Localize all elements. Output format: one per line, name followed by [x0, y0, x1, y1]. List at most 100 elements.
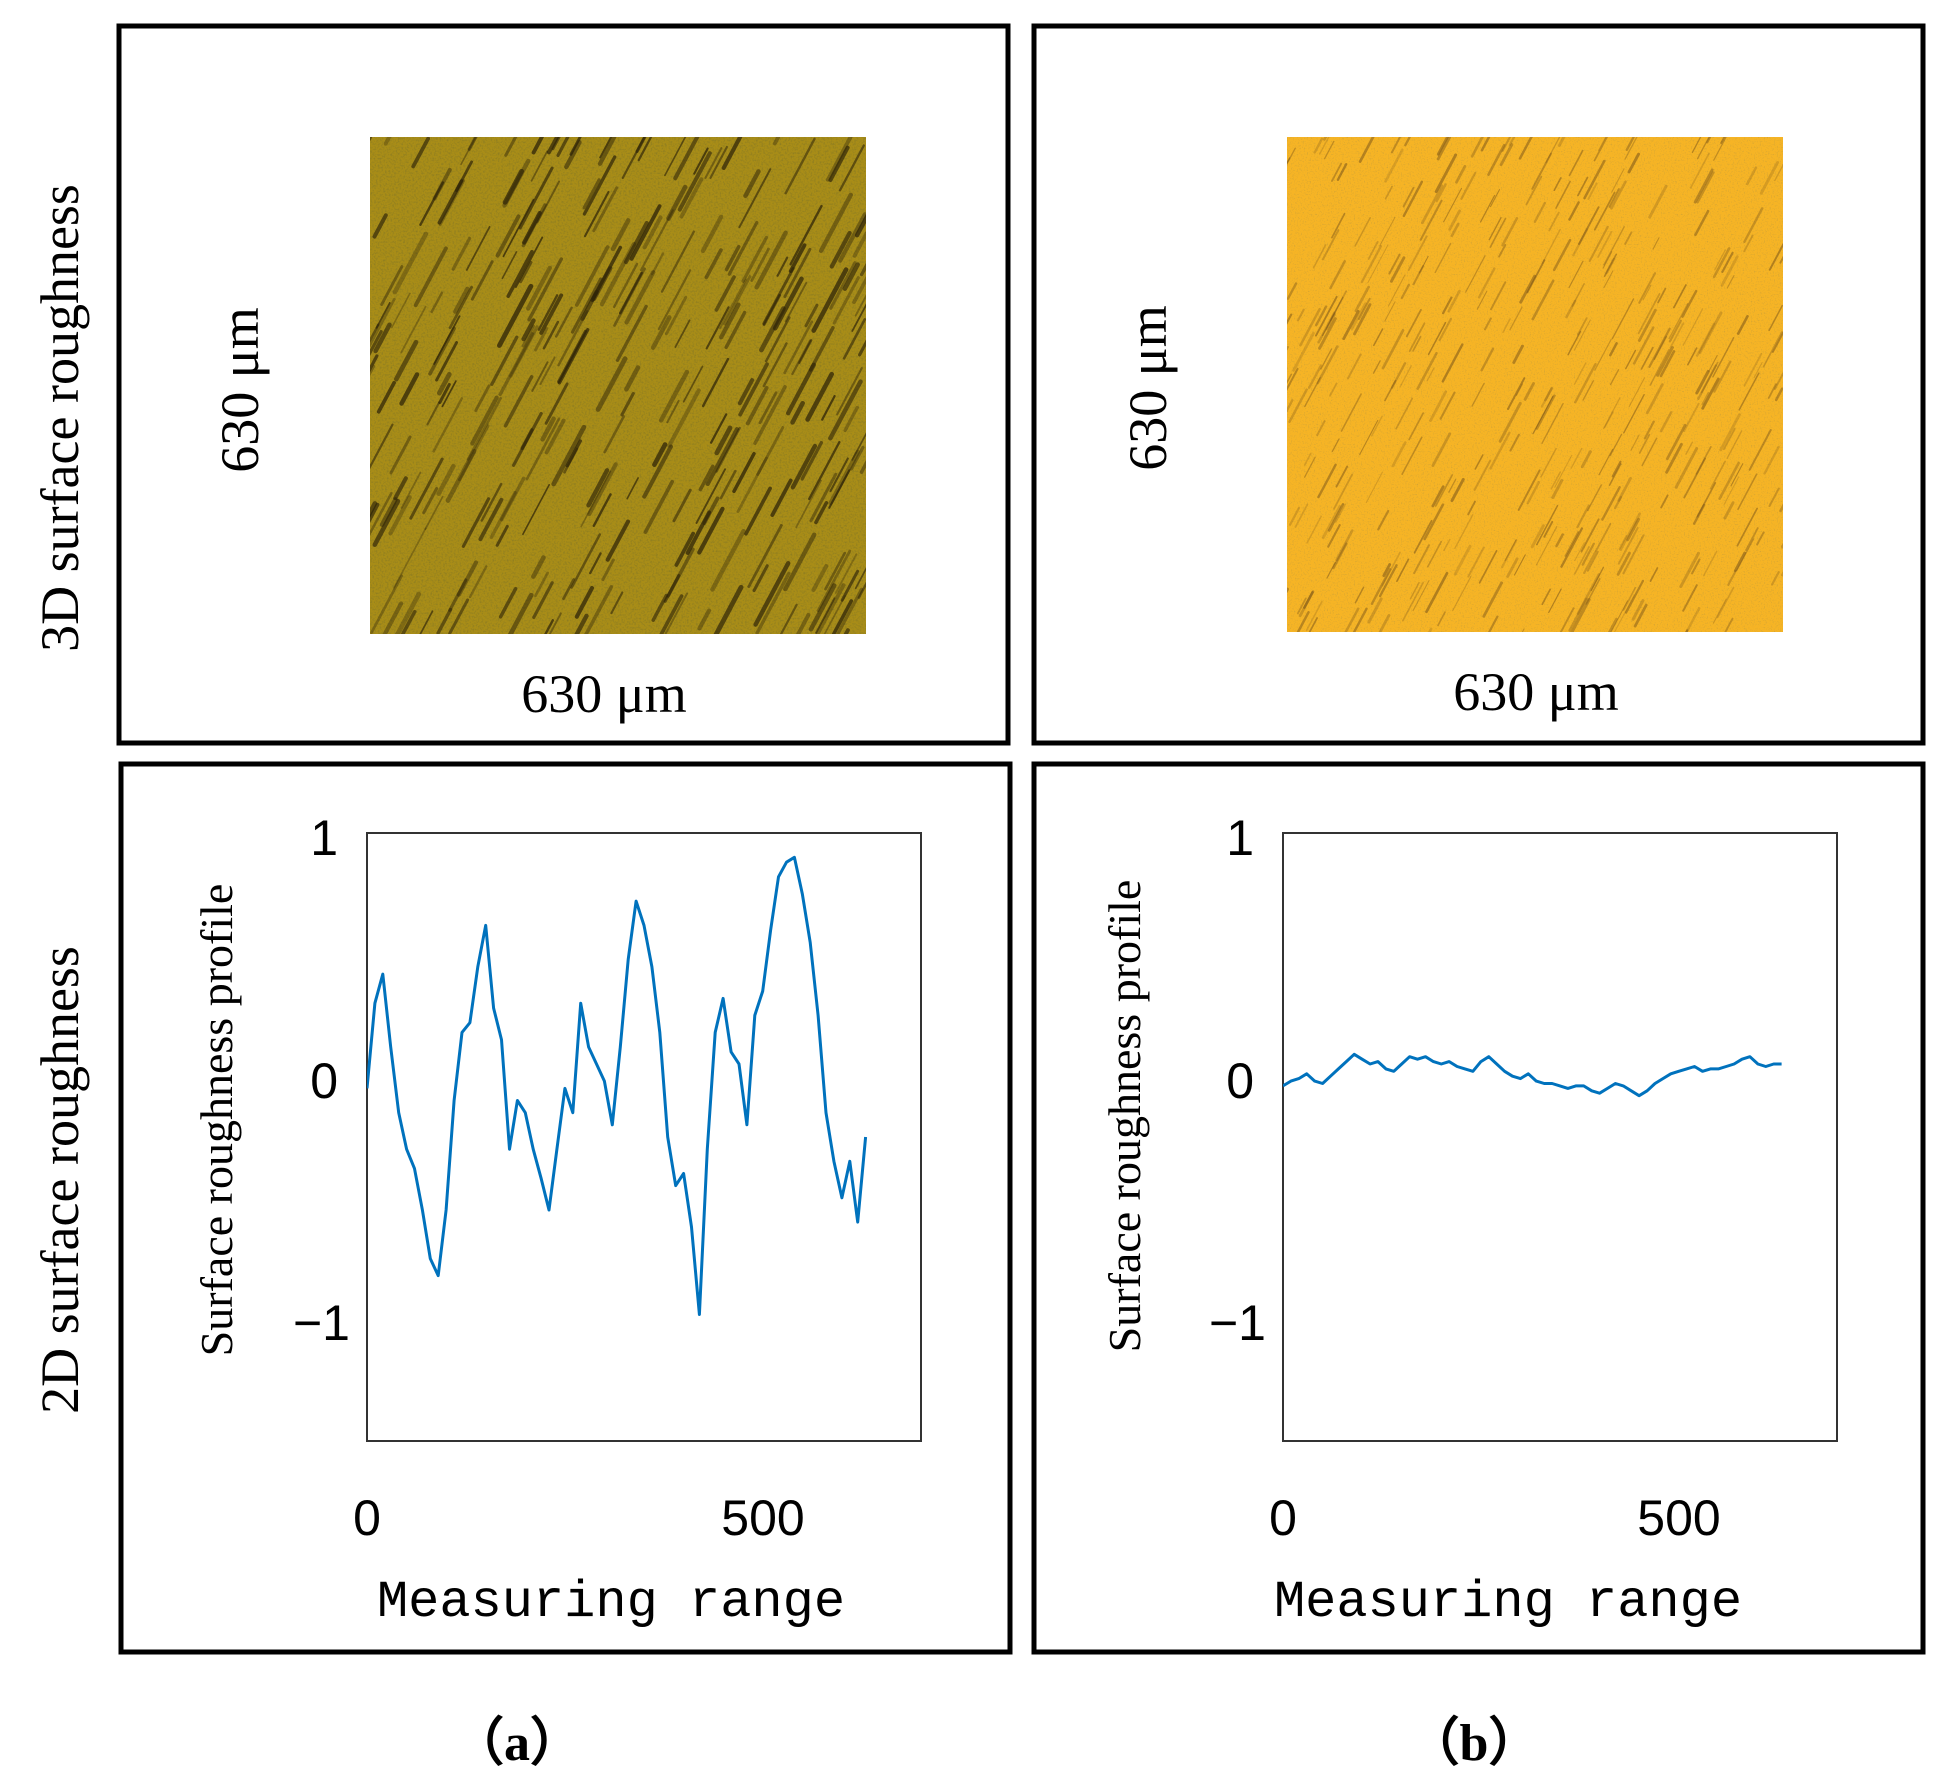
- surface-streak-b: [1421, 184, 1444, 225]
- surface-streak-b: [1583, 159, 1606, 200]
- surface-streak-b: [1296, 308, 1305, 322]
- surface-streak-b: [1716, 586, 1735, 619]
- surface-streak-b: [1526, 481, 1541, 505]
- surface-streak-b: [1370, 415, 1383, 437]
- surface-image-b: [1287, 137, 1783, 632]
- surface-streak-b: [1532, 395, 1554, 435]
- surface-streak-a: [370, 502, 380, 523]
- surface-streak-a: [536, 180, 561, 224]
- surface-streak-b: [1588, 225, 1609, 263]
- surface-streak-b: [1574, 542, 1585, 562]
- surface-streak-a: [800, 440, 824, 481]
- surface-streak-a: [428, 326, 456, 376]
- surface-b-height-label: 630 μm: [1118, 305, 1178, 470]
- surface-streak-b: [1423, 503, 1445, 541]
- surface-streak-b: [1325, 313, 1336, 331]
- surface-streak-b: [1697, 364, 1718, 400]
- surface-streak-a: [762, 267, 795, 326]
- surface-streak-b: [1577, 317, 1588, 336]
- surface-streak-b: [1384, 185, 1393, 200]
- surface-streak-b: [1320, 348, 1333, 370]
- surface-streak-b: [1730, 463, 1744, 487]
- surface-streak-b: [1482, 581, 1503, 618]
- surface-streak-a: [705, 306, 730, 350]
- surface-streak-a: [451, 236, 472, 271]
- surface-streak-a: [605, 519, 631, 562]
- surface-streak-b: [1509, 306, 1523, 331]
- surface-streak-b: [1312, 244, 1327, 269]
- surface-streak-a: [448, 285, 474, 330]
- surface-streak-a: [531, 555, 546, 579]
- surface-streak-a: [546, 137, 560, 155]
- surface-streak-a: [522, 211, 542, 245]
- surface-streak-a: [854, 567, 866, 590]
- surface-streak-a: [829, 230, 852, 269]
- surface-streak-b: [1287, 373, 1293, 385]
- surface-streak-b: [1400, 283, 1411, 300]
- surface-streak-b: [1681, 289, 1698, 318]
- surface-streak-a: [664, 592, 688, 634]
- surface-streak-b: [1436, 137, 1452, 161]
- surface-streak-a: [582, 178, 601, 210]
- surface-streak-a: [380, 265, 404, 306]
- surface-streak-a: [705, 427, 739, 487]
- surface-streak-b: [1287, 282, 1298, 300]
- surface-streak-a: [637, 137, 653, 162]
- surface-streak-b: [1427, 540, 1442, 568]
- surface-streak-b: [1780, 570, 1783, 577]
- surface-streak-a: [623, 221, 649, 265]
- surface-streak-a: [704, 248, 723, 280]
- surface-streak-b: [1454, 514, 1474, 549]
- surface-streak-a: [772, 137, 781, 146]
- surface-streak-a: [582, 155, 617, 216]
- surface-streak-b: [1450, 477, 1465, 503]
- surface-streak-b: [1712, 598, 1727, 624]
- surface-streak-b: [1292, 331, 1315, 372]
- surface-streak-a: [570, 277, 603, 334]
- surface-streak-b: [1718, 461, 1740, 500]
- surface-streak-b: [1679, 551, 1700, 589]
- surface-streak-a: [657, 269, 692, 331]
- xtick-label-a-500: 500: [721, 1490, 804, 1546]
- surface-streak-b: [1498, 244, 1507, 258]
- surface-streak-b: [1564, 531, 1580, 557]
- surface-streak-b: [1701, 377, 1720, 410]
- surface-streak-b: [1336, 163, 1348, 181]
- surface-streak-b: [1720, 137, 1726, 144]
- surface-streak-a: [829, 261, 857, 310]
- surface-streak-b: [1354, 285, 1370, 313]
- surface-streak-a: [788, 243, 807, 274]
- frame-3d-a: [116, 23, 1011, 746]
- surface-streak-b: [1608, 463, 1622, 486]
- surface-streak-b: [1713, 360, 1732, 393]
- surface-streak-b: [1748, 429, 1772, 471]
- surface-streak-b: [1689, 152, 1710, 189]
- surface-streak-b: [1610, 600, 1628, 632]
- surface-streak-a: [409, 457, 444, 520]
- surface-streak-a: [527, 257, 563, 322]
- surface-streak-b: [1708, 354, 1718, 372]
- surface-streak-b: [1665, 423, 1687, 461]
- surface-streak-b: [1467, 546, 1485, 578]
- surface-streak-a: [770, 478, 793, 517]
- surface-streak-a: [501, 251, 518, 280]
- surface-streak-b: [1608, 188, 1620, 208]
- surface-streak-b: [1395, 397, 1414, 430]
- surface-streak-b: [1683, 457, 1706, 499]
- surface-streak-b: [1333, 473, 1353, 510]
- surface-streak-a: [804, 303, 819, 328]
- surface-streak-b: [1609, 433, 1623, 457]
- surface-streak-a: [436, 463, 456, 497]
- surface-streak-b: [1316, 345, 1339, 385]
- surface-streak-b: [1544, 387, 1553, 402]
- xtick-label-b-0: 0: [1269, 1490, 1297, 1546]
- surface-streak-b: [1401, 436, 1423, 476]
- surface-streak-b: [1573, 319, 1591, 351]
- surface-streak-a: [599, 137, 613, 159]
- surface-streak-a: [370, 354, 379, 373]
- surface-streak-b: [1555, 533, 1564, 548]
- surface-streak-b: [1695, 370, 1710, 395]
- surface-streak-b: [1648, 184, 1668, 219]
- surface-streak-b: [1418, 255, 1429, 274]
- surface-streak-b: [1610, 180, 1627, 210]
